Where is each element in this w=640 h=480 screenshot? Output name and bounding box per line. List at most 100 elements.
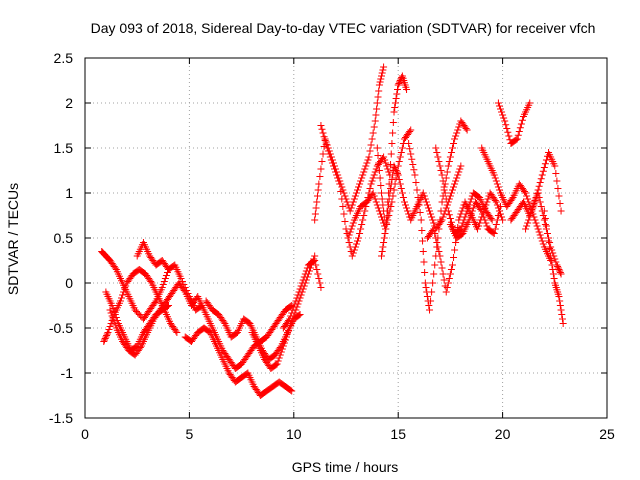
data-point-marker xyxy=(296,311,304,318)
data-point-marker xyxy=(425,302,433,309)
data-point-marker xyxy=(539,167,547,175)
data-point-marker xyxy=(450,254,458,261)
data-point-marker xyxy=(102,333,110,341)
data-point-marker xyxy=(515,128,523,135)
data-point-marker xyxy=(332,168,340,176)
data-point-marker xyxy=(321,137,329,144)
data-point-marker xyxy=(394,86,402,93)
data-point-marker xyxy=(291,300,299,308)
data-point-marker xyxy=(437,167,445,174)
data-point-marker xyxy=(491,197,499,204)
data-point-marker xyxy=(438,198,446,206)
data-point-marker xyxy=(375,167,383,174)
data-point-marker xyxy=(527,210,535,218)
x-tick-label: 15 xyxy=(390,426,406,442)
data-point-marker xyxy=(377,72,385,80)
data-point-marker xyxy=(320,133,328,141)
data-point-marker xyxy=(366,147,374,155)
data-point-marker xyxy=(554,263,562,270)
data-point-marker xyxy=(394,81,402,89)
data-point-marker xyxy=(381,230,389,237)
data-point-marker xyxy=(432,144,440,152)
data-point-marker xyxy=(382,225,390,233)
data-point-marker xyxy=(435,158,443,165)
data-point-marker xyxy=(376,174,384,182)
data-point-marker xyxy=(391,165,399,173)
data-point-marker xyxy=(445,211,453,219)
data-point-marker xyxy=(478,207,486,215)
data-point-marker xyxy=(534,225,542,233)
data-point-marker xyxy=(495,186,503,194)
data-point-marker xyxy=(504,128,512,136)
data-point-marker xyxy=(390,108,398,116)
data-point-marker xyxy=(274,357,282,365)
data-point-marker xyxy=(428,288,436,296)
data-point-marker xyxy=(396,78,404,86)
data-point-marker xyxy=(311,257,319,264)
data-point-marker xyxy=(409,161,417,168)
data-point-marker xyxy=(389,119,397,126)
data-point-marker xyxy=(352,189,360,197)
data-point-marker xyxy=(546,239,554,246)
data-point-marker xyxy=(536,231,544,239)
y-tick-label: 0.5 xyxy=(54,230,74,246)
data-point-marker xyxy=(359,216,367,224)
data-point-marker xyxy=(345,231,353,239)
data-point-marker xyxy=(545,237,553,245)
data-point-marker xyxy=(340,210,348,218)
data-point-marker xyxy=(443,284,451,291)
data-point-marker xyxy=(100,336,108,344)
data-point-marker xyxy=(431,230,439,237)
data-point-marker xyxy=(490,171,498,179)
data-point-marker xyxy=(416,209,424,216)
data-point-marker xyxy=(397,185,405,192)
data-point-marker xyxy=(314,270,322,278)
data-point-marker xyxy=(379,66,387,74)
data-point-marker xyxy=(279,342,287,350)
data-point-marker xyxy=(430,219,438,227)
data-point-marker xyxy=(521,188,529,195)
data-point-marker xyxy=(420,192,428,200)
series-trace-24 xyxy=(540,207,567,327)
data-point-marker xyxy=(493,201,501,209)
data-point-marker xyxy=(121,285,129,293)
data-point-marker xyxy=(502,121,510,129)
data-point-marker xyxy=(293,294,301,302)
data-point-marker xyxy=(374,93,382,101)
data-point-marker xyxy=(494,99,502,107)
data-point-marker xyxy=(108,312,116,320)
data-point-marker xyxy=(356,180,364,188)
data-point-marker xyxy=(316,173,324,180)
data-point-marker xyxy=(339,203,347,210)
data-point-marker xyxy=(163,264,171,272)
data-point-marker xyxy=(550,275,558,282)
data-point-marker xyxy=(341,192,349,200)
data-point-marker xyxy=(369,129,377,137)
data-point-marker xyxy=(482,219,490,227)
data-point-marker xyxy=(335,177,343,185)
data-point-marker xyxy=(331,165,339,173)
data-point-marker xyxy=(483,222,491,230)
data-point-marker xyxy=(439,213,447,221)
data-point-marker xyxy=(541,215,549,222)
data-point-marker xyxy=(371,195,379,203)
data-point-marker xyxy=(355,183,363,191)
data-point-marker xyxy=(348,222,356,230)
data-point-marker xyxy=(423,201,431,209)
data-point-marker xyxy=(312,204,320,212)
data-point-marker xyxy=(448,261,456,269)
data-point-marker xyxy=(392,167,400,174)
data-point-marker xyxy=(374,152,382,159)
data-point-marker xyxy=(439,270,447,278)
data-point-marker xyxy=(103,330,111,338)
data-point-marker xyxy=(553,177,561,185)
data-point-marker xyxy=(448,144,456,152)
data-point-marker xyxy=(285,327,293,335)
data-point-marker xyxy=(492,198,500,206)
data-point-marker xyxy=(525,216,533,224)
data-point-marker xyxy=(392,95,400,102)
data-point-marker xyxy=(536,198,544,206)
data-point-marker xyxy=(277,348,285,356)
data-point-marker xyxy=(272,361,280,369)
data-point-marker xyxy=(440,183,448,191)
